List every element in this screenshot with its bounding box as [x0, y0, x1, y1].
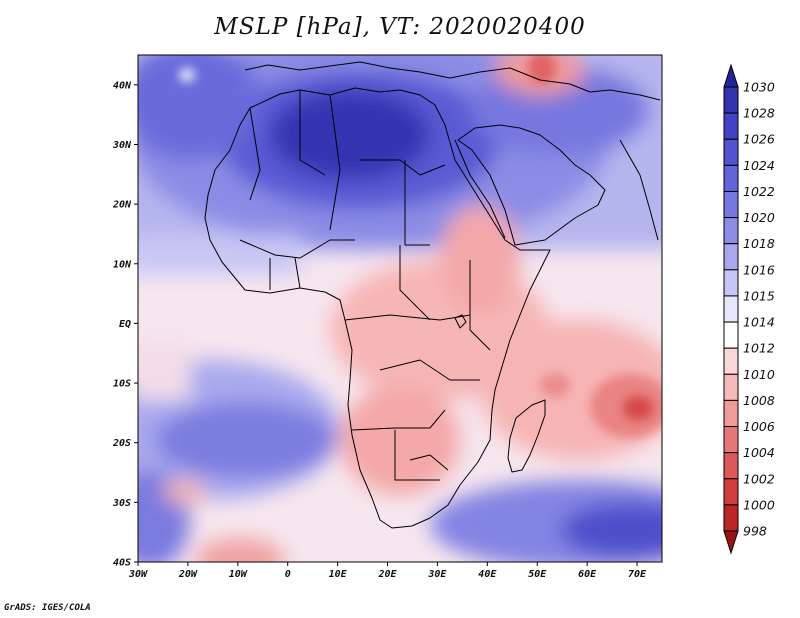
south-indian-high-core — [560, 502, 662, 558]
lat-tick-label: 20N — [112, 200, 132, 211]
colorbar-label: 1012 — [743, 341, 775, 356]
lat-tick-label: 40S — [113, 558, 131, 569]
colorbar-segment — [723, 217, 739, 245]
lake-victoria — [454, 314, 467, 329]
colorbar-label: 1018 — [743, 236, 775, 251]
med-low-core — [528, 55, 556, 84]
colorbar-label: 1000 — [743, 497, 775, 512]
colorbar-segment — [723, 426, 739, 454]
colorbar-segment — [723, 478, 739, 506]
tropical-low-core — [622, 395, 654, 421]
lon-tick-label: 20W — [178, 569, 198, 580]
map-title: MSLP [hPa], VT: 2020020400 — [214, 14, 586, 40]
lon-tick-label: 50E — [528, 569, 547, 580]
coastlines — [204, 61, 661, 529]
colorbar-segment — [723, 452, 739, 480]
lon-tick-label: 10E — [329, 569, 348, 580]
colorbar-segment — [723, 373, 739, 401]
lon-tick-label: 30W — [128, 569, 148, 580]
colorbar-label: 1030 — [743, 80, 775, 95]
south-atlantic-high-core — [155, 402, 335, 478]
colorbar-segment — [723, 269, 739, 297]
red-sea — [454, 139, 506, 239]
saharan-high-core — [270, 90, 430, 180]
colorbar-bottom-triangle — [723, 530, 739, 555]
lon-tick-label: 70E — [628, 569, 647, 580]
colorbar-label: 1004 — [743, 445, 775, 460]
azores-spot — [179, 68, 195, 82]
colorbar-label: 1028 — [743, 106, 775, 121]
europe-coastline — [244, 61, 661, 101]
south-atlantic-low-patch — [195, 538, 285, 562]
central-africa-borders — [344, 245, 491, 381]
colorbar-segment — [723, 190, 739, 219]
lon-tick-label: 20E — [377, 569, 397, 580]
map-frame — [137, 54, 663, 563]
sahara-border-1 — [249, 90, 446, 246]
colorbar-segment — [723, 347, 739, 375]
colorbar-label: 1024 — [743, 158, 775, 173]
grads-credit: GrADS: IGES/COLA — [4, 603, 91, 613]
lon-tick-label: 30E — [427, 569, 447, 580]
lat-tick-label: 20S — [112, 438, 131, 449]
colorbar-label: 1014 — [743, 315, 775, 330]
colorbar-label: 1006 — [743, 419, 775, 434]
arabia-coastline — [457, 124, 606, 246]
colorbar-segment — [723, 243, 739, 271]
colorbar-label: 1020 — [743, 210, 775, 225]
colorbar-top-triangle — [723, 63, 739, 88]
colorbar-label: 1026 — [743, 132, 775, 147]
colorbar-label: 1016 — [743, 262, 775, 277]
mascarene-low — [540, 373, 570, 397]
colorbar-segment — [723, 321, 739, 349]
southern-africa-low — [340, 385, 460, 495]
lon-tick-label: 60E — [578, 569, 597, 580]
colorbar: 1030 1028 1026 1024 1022 1020 1018 1016 1015 1014… — [723, 63, 775, 555]
lat-tick-label: 30S — [112, 498, 131, 509]
colorbar-label: 1015 — [743, 288, 775, 303]
india-coastline — [619, 139, 659, 241]
lat-tick-label: 10S — [113, 379, 131, 390]
colorbar-label: 1022 — [743, 184, 775, 199]
colorbar-segment — [723, 295, 739, 323]
colorbar-label: 1002 — [743, 471, 775, 486]
madagascar-coastline — [507, 399, 546, 473]
lat-tick-label: EQ — [119, 319, 131, 330]
colorbar-segment — [723, 164, 739, 192]
colorbar-label: 1008 — [743, 393, 775, 408]
atlantic-neutral — [138, 340, 190, 400]
southern-africa-borders — [351, 409, 449, 481]
pressure-field — [138, 55, 662, 562]
colorbar-label: 1010 — [743, 367, 775, 382]
axis-ticks: 30W 20W 10W 0 10E 20E 30E 40E 50E 60E 70E 40N 30N 20N… — [112, 80, 647, 580]
lat-tick-label: 10N — [113, 259, 132, 270]
lon-tick-label: 0 — [285, 569, 291, 580]
atlantic-high — [138, 55, 260, 160]
colorbar-segment — [723, 86, 739, 114]
lon-tick-label: 40E — [478, 569, 497, 580]
colorbar-segment — [723, 138, 739, 166]
lon-tick-label: 10W — [229, 569, 248, 580]
colorbar-label: 998 — [743, 524, 767, 539]
lat-tick-label: 30N — [112, 140, 132, 151]
west-africa-borders — [239, 239, 355, 290]
tropical-atlantic-band — [138, 235, 300, 275]
lat-tick-label: 40N — [113, 80, 132, 91]
south-atlantic-low-patch-2 — [163, 480, 207, 504]
colorbar-segment — [723, 504, 739, 532]
colorbar-segment — [723, 399, 739, 428]
africa-coastline — [204, 87, 551, 529]
colorbar-segment — [723, 112, 739, 140]
